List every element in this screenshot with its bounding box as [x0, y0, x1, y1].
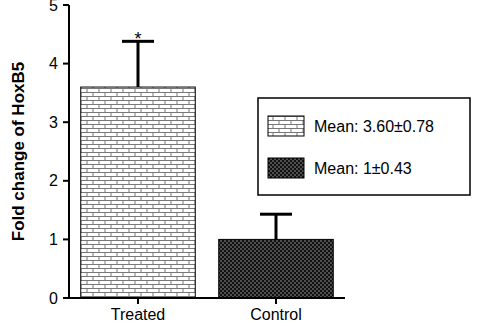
legend-swatch	[268, 158, 304, 178]
annotation: *	[134, 29, 141, 49]
error-bar	[260, 214, 292, 239]
y-tick-label: 0	[49, 290, 58, 307]
chart: * 0 1 2 3 4 5 Treated Control Fold change of HoxB…	[0, 0, 500, 326]
legend: Mean: 3.60±0.78 Mean: 1±0.43	[258, 98, 470, 195]
x-axis	[69, 297, 345, 299]
y-tick-label: 4	[49, 55, 58, 72]
y-axis	[68, 5, 70, 298]
bars	[81, 41, 334, 298]
y-axis-label: Fold change of HoxB5	[9, 62, 28, 241]
x-tick	[137, 298, 139, 304]
x-tick	[275, 298, 277, 304]
y-tick-label: 5	[49, 0, 58, 14]
y-tick	[63, 121, 69, 123]
y-tick	[63, 238, 69, 240]
y-tick-label: 1	[49, 231, 58, 248]
x-tick-label: Treated	[111, 306, 166, 323]
legend-label: Mean: 1±0.43	[314, 160, 412, 177]
y-tick	[63, 180, 69, 182]
legend-box	[258, 98, 470, 195]
bar	[81, 87, 196, 298]
y-tick-label: 3	[49, 114, 58, 131]
y-tick	[63, 63, 69, 65]
x-tick-label: Control	[250, 306, 302, 323]
bar	[219, 239, 334, 298]
legend-swatch	[268, 116, 304, 136]
y-tick	[63, 297, 69, 299]
y-tick	[63, 4, 69, 6]
y-tick-label: 2	[49, 172, 58, 189]
legend-label: Mean: 3.60±0.78	[314, 118, 434, 135]
